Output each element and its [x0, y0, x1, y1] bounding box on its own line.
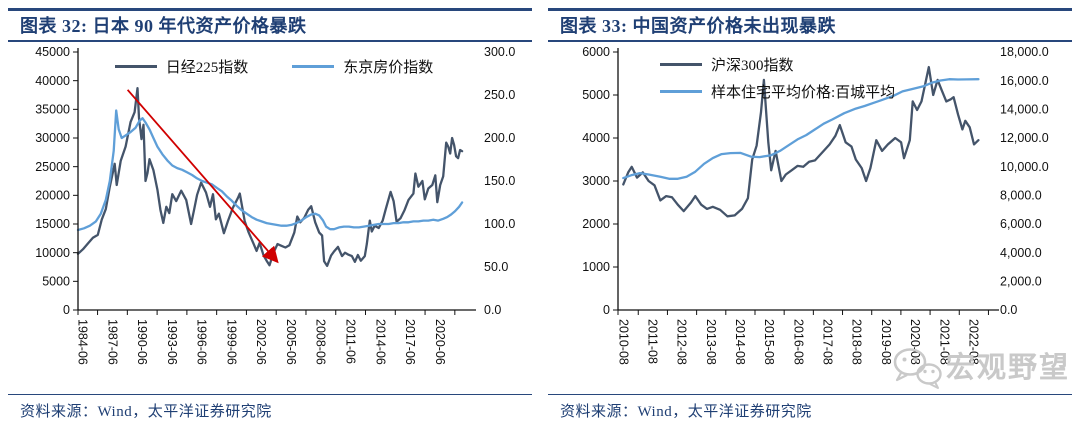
y2-axis-tick-label: 12,000.0	[1000, 131, 1049, 145]
y2-axis-tick-label: 200.0	[484, 131, 515, 145]
y2-axis-tick-label: 16,000.0	[1000, 74, 1049, 88]
x-axis-tick-label: 1996-06	[195, 319, 209, 365]
legend-item: 日经225指数	[114, 56, 249, 77]
x-axis-tick-label: 2021-08	[937, 319, 951, 365]
legend-item: 东京房价指数	[292, 56, 433, 77]
legend: 日经225指数 东京房价指数	[78, 56, 470, 77]
y-axis-tick-label: 0	[603, 303, 610, 317]
y2-axis-tick-label: 150.0	[484, 174, 515, 188]
x-axis-tick-label: 2012-08	[675, 319, 689, 365]
figure-header: 图表 33: 中国资产价格未出现暴跌	[548, 8, 1072, 42]
y2-axis-tick-label: 10,000.0	[1000, 160, 1049, 174]
y-axis-tick-label: 40000	[35, 74, 70, 88]
x-axis-tick-label: 2017-06	[403, 319, 417, 365]
x-axis-tick-label: 2015-08	[762, 319, 776, 365]
y2-axis-tick-label: 50.0	[484, 260, 508, 274]
figure-title: 图表 33: 中国资产价格未出现暴跌	[560, 16, 836, 36]
x-axis-tick-label: 2010-08	[616, 319, 630, 365]
legend-line-swatch	[660, 63, 702, 66]
x-axis-tick-label: 2014-08	[733, 319, 747, 365]
y-axis-tick-label: 5000	[582, 88, 610, 102]
y2-axis-tick-label: 8,000.0	[1000, 189, 1042, 203]
legend-line-swatch	[114, 65, 157, 68]
y-axis-tick-label: 6000	[582, 45, 610, 59]
csi300-housing-chart-plot: 0 1000 2000 3000 4000 5000 6000 0.0 2,000.0 4,000…	[582, 45, 1049, 365]
x-axis-tick-label: 2011-06	[344, 319, 358, 364]
y-axis-tick-label: 4000	[582, 131, 610, 145]
y-axis-tick-label: 5000	[42, 275, 70, 289]
x-axis-tick-label: 1999-06	[224, 319, 238, 365]
legend-label: 样本住宅平均价格:百城平均	[711, 85, 896, 101]
x-axis-tick-label: 2020-08	[908, 319, 922, 365]
x-axis-tick-label: 2020-06	[433, 319, 447, 365]
y2-axis-tick-label: 14,000.0	[1000, 103, 1049, 117]
nikkei-tokyo-chart-plot: 0 5000 10000 15000 20000 25000 30000 35000 40000…	[35, 45, 515, 365]
y2-axis-tick-label: 300.0	[484, 45, 515, 59]
y2-axis-tick-label: 6,000.0	[1000, 217, 1042, 231]
x-axis-tick-label: 1984-06	[76, 319, 90, 365]
figure-china-asset-prices: 图表 33: 中国资产价格未出现暴跌 0 1000 2000 3000 4000 5000…	[548, 8, 1072, 421]
x-axis-tick-label: 2002-06	[254, 319, 268, 365]
legend-item: 样本住宅平均价格:百城平均	[660, 81, 895, 102]
y-axis-tick-label: 1000	[582, 260, 610, 274]
x-axis-tick-label: 2016-08	[791, 319, 805, 365]
figure-header: 图表 32: 日本 90 年代资产价格暴跌	[8, 8, 532, 42]
x-axis-tick-label: 2008-06	[314, 319, 328, 365]
series-line-1	[76, 109, 464, 232]
x-axis-tick-label: 2013-08	[704, 319, 718, 365]
y2-axis-tick-label: 18,000.0	[1000, 45, 1049, 59]
y-axis-tick-label: 3000	[582, 174, 610, 188]
x-axis-tick-label: 1993-06	[165, 319, 179, 365]
figure-title: 图表 32: 日本 90 年代资产价格暴跌	[20, 16, 307, 36]
y-axis-tick-label: 45000	[35, 45, 70, 59]
figure-japan-asset-prices: 图表 32: 日本 90 年代资产价格暴跌 0 5000 10000 15000 200…	[8, 8, 532, 421]
series-line-1	[622, 78, 980, 180]
y2-axis-tick-label: 2,000.0	[1000, 275, 1042, 289]
legend-label: 沪深300指数	[711, 58, 794, 74]
y2-axis-tick-label: 100.0	[484, 217, 515, 231]
figure-footer: 资料来源：Wind，太平洋证券研究院	[548, 394, 1072, 421]
y-axis-tick-label: 15000	[35, 217, 70, 231]
source-note: 资料来源：Wind，太平洋证券研究院	[20, 404, 272, 420]
y-axis-tick-label: 25000	[35, 160, 70, 174]
x-axis-tick-label: 2018-08	[850, 319, 864, 365]
y2-axis-tick-label: 250.0	[484, 88, 515, 102]
legend-line-swatch	[660, 90, 702, 93]
figure-footer: 资料来源：Wind，太平洋证券研究院	[8, 394, 532, 421]
y-axis-tick-label: 30000	[35, 131, 70, 145]
x-axis-tick-label: 2019-08	[879, 319, 893, 365]
x-axis-tick-label: 2005-06	[284, 319, 298, 365]
x-axis-tick-label: 1990-06	[135, 319, 149, 365]
crash-arrow-annotation	[126, 89, 279, 264]
y-axis-tick-label: 35000	[35, 103, 70, 117]
x-axis-tick-label: 1987-06	[105, 319, 119, 365]
x-axis-tick-label: 2011-08	[645, 319, 659, 364]
legend-label: 东京房价指数	[343, 60, 434, 76]
series-line-0	[76, 86, 464, 268]
y-axis-tick-label: 10000	[35, 246, 70, 260]
legend-label: 日经225指数	[165, 60, 249, 76]
y2-axis-tick-label: 0.0	[484, 303, 501, 317]
y2-axis-tick-label: 0.0	[1000, 303, 1017, 317]
x-axis-tick-label: 2022-08	[966, 319, 980, 365]
x-axis-tick-label: 2014-06	[373, 319, 387, 365]
csi300-housing-chart-area: 0 1000 2000 3000 4000 5000 6000 0.0 2,000.0 4,000…	[548, 42, 1072, 394]
source-note: 资料来源：Wind，太平洋证券研究院	[560, 404, 812, 420]
x-axis-tick-label: 2017-08	[821, 319, 835, 365]
nikkei-tokyo-chart-area: 0 5000 10000 15000 20000 25000 30000 35000 40000…	[8, 42, 532, 394]
legend: 沪深300指数样本住宅平均价格:百城平均	[660, 54, 895, 102]
y-axis-tick-label: 20000	[35, 189, 70, 203]
series-line-0	[622, 65, 980, 218]
y2-axis-tick-label: 4,000.0	[1000, 246, 1042, 260]
legend-item: 沪深300指数	[660, 54, 895, 75]
legend-line-swatch	[292, 65, 335, 68]
y-axis-tick-label: 0	[63, 303, 70, 317]
y-axis-tick-label: 2000	[582, 217, 610, 231]
